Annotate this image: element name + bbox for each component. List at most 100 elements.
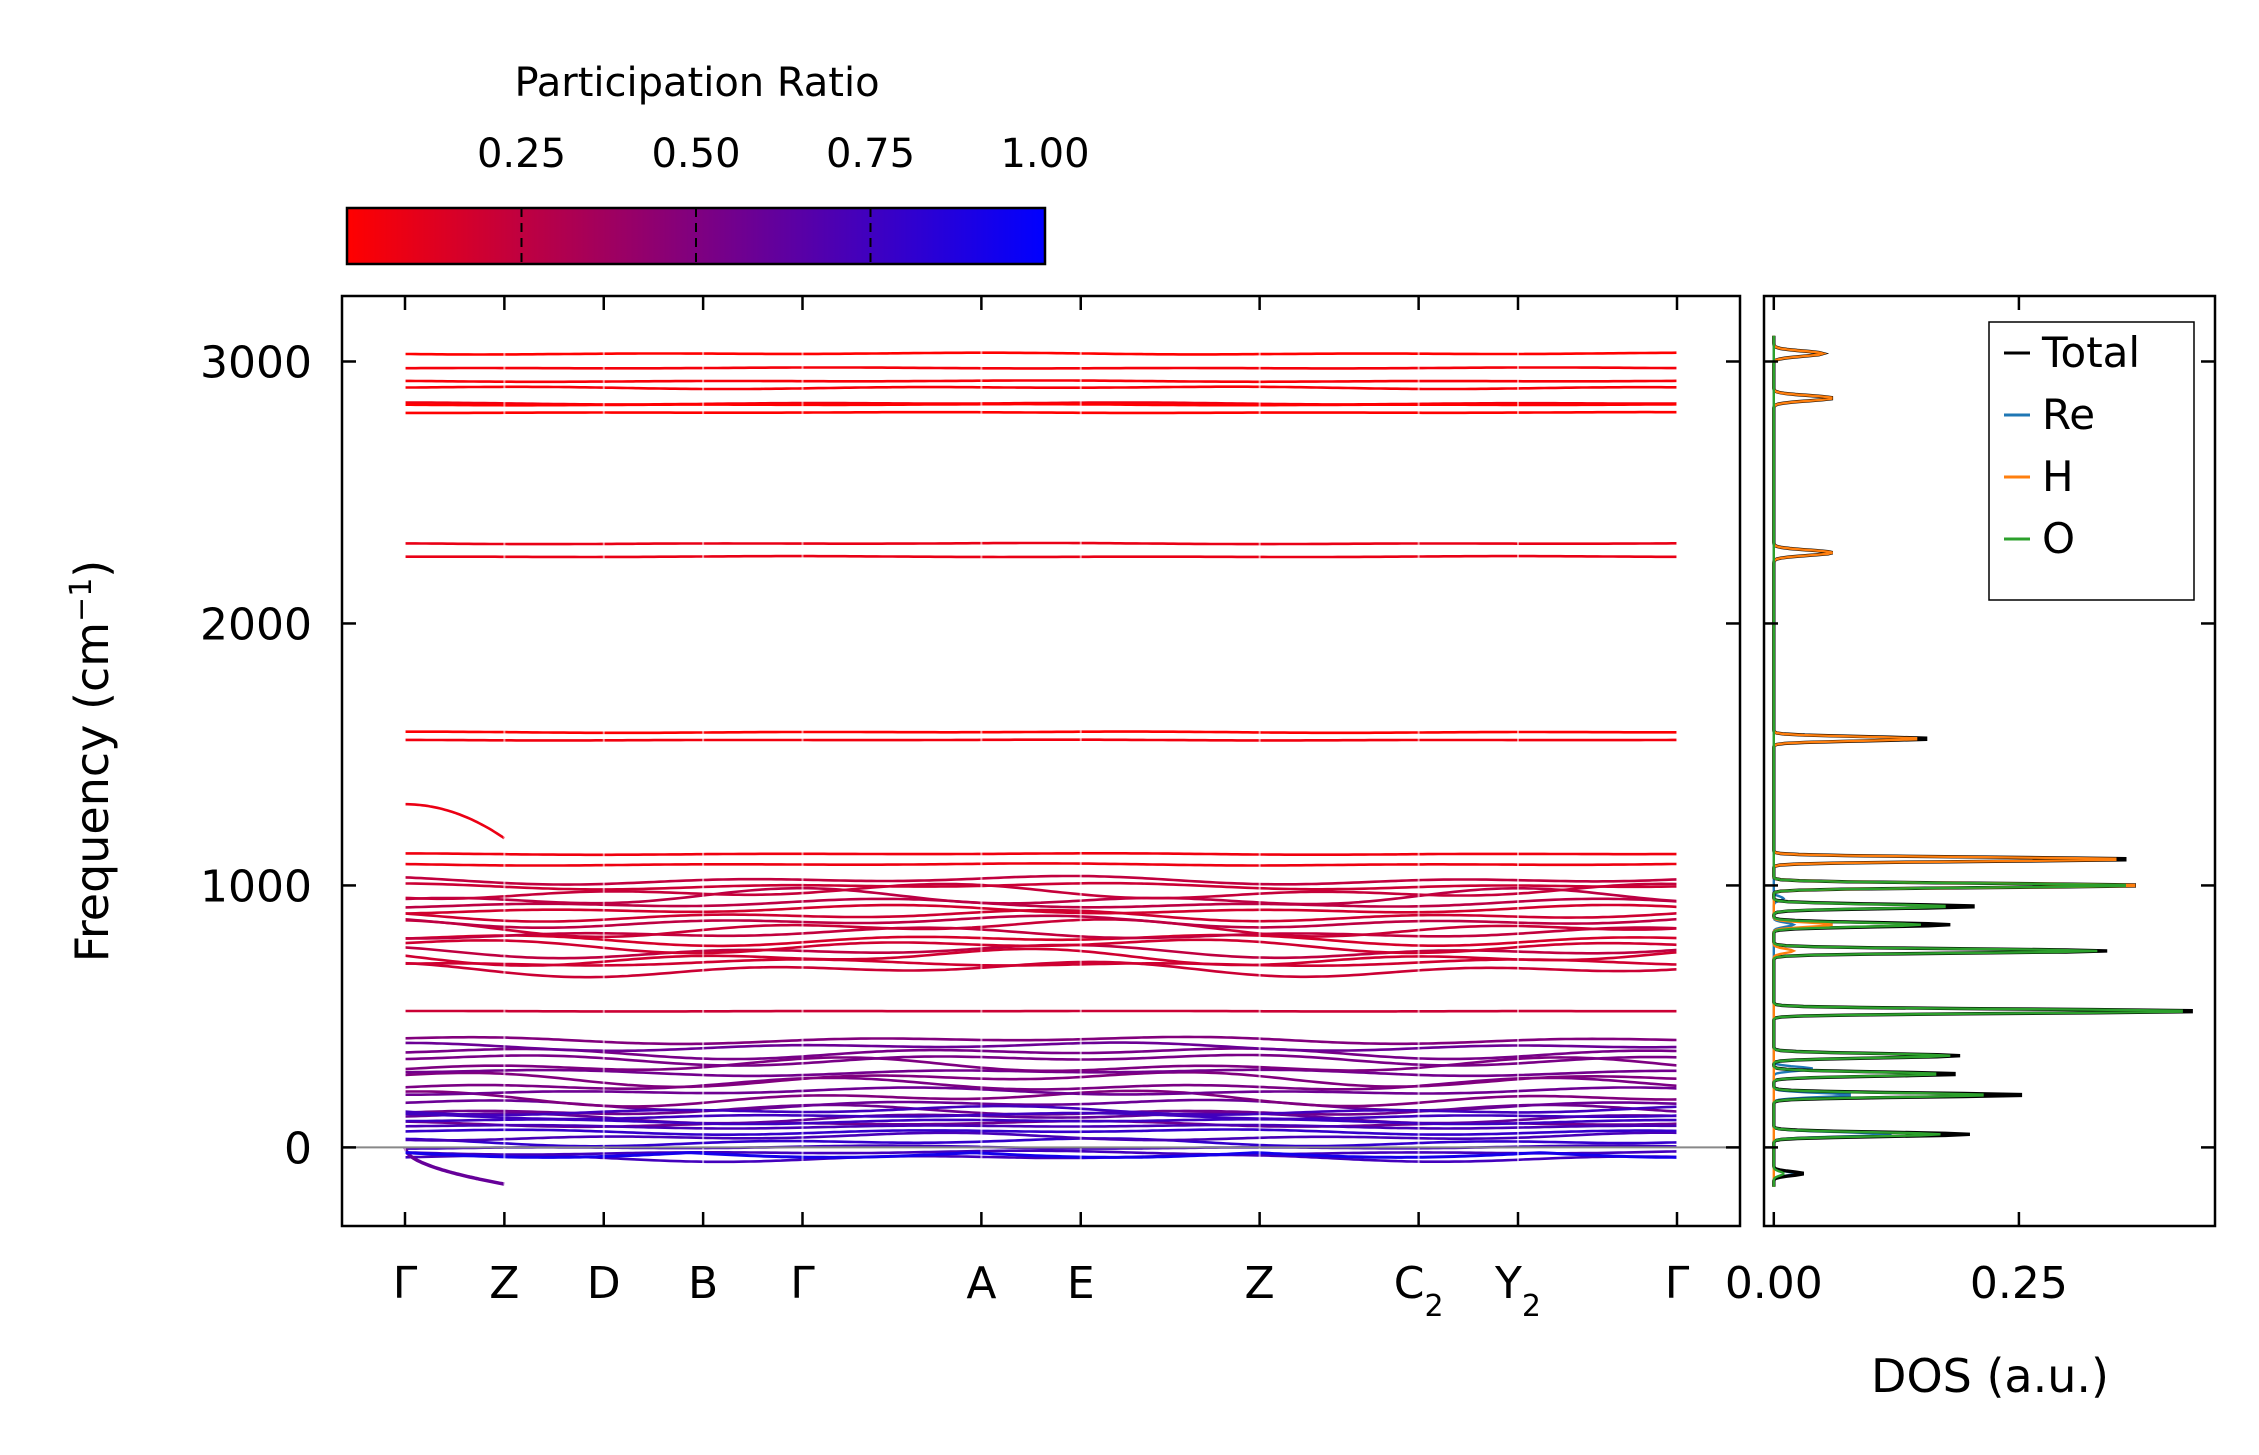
band-line xyxy=(404,886,1678,906)
band-line xyxy=(405,410,1677,415)
dos-curves xyxy=(1772,335,2193,1187)
colorbar-title: Participation Ratio xyxy=(514,60,879,106)
kpath-label-main: Y xyxy=(1494,1258,1522,1309)
band-line xyxy=(405,351,1678,356)
band-line xyxy=(405,554,1677,559)
band-line xyxy=(405,541,1677,546)
band-line xyxy=(404,1137,1678,1148)
kpath-label: B xyxy=(688,1258,718,1309)
band-line xyxy=(404,1149,1678,1156)
band-line xyxy=(404,1128,1678,1136)
frequency-axis-title: Frequency (cm−1) xyxy=(64,560,120,963)
kpath-label-main: Z xyxy=(1245,1258,1275,1309)
band-line xyxy=(404,874,1678,886)
kpath-label: Γ xyxy=(790,1258,815,1309)
kpath-label: Γ xyxy=(1665,1258,1690,1309)
band-line xyxy=(404,1053,1678,1067)
kpath-label-main: Γ xyxy=(393,1258,418,1309)
colorbar: Participation Ratio 0.25 0.50 0.75 1.00 xyxy=(345,60,1090,266)
kpath-label-sub: 2 xyxy=(1424,1289,1443,1324)
legend-label: Total xyxy=(2041,328,2140,377)
frequency-tick-label: 0 xyxy=(284,1123,312,1174)
kpath-label-main: D xyxy=(587,1258,621,1309)
band-line xyxy=(404,938,1678,955)
dos-axis-title: DOS (a.u.) xyxy=(1871,1349,2109,1403)
band-line xyxy=(404,960,1678,979)
band-line xyxy=(404,882,1678,901)
kpath-label: Z xyxy=(489,1258,519,1309)
dos-axes-frame xyxy=(1762,294,2217,1228)
band-line xyxy=(405,738,1677,742)
band-lines xyxy=(403,296,1678,1226)
frequency-tick-label: 3000 xyxy=(200,337,312,388)
dos-series-o xyxy=(1772,335,2183,1187)
acoustic-branch xyxy=(403,1146,505,1186)
band-line xyxy=(404,1131,1678,1142)
band-line xyxy=(404,947,1678,967)
band-line xyxy=(404,908,1678,923)
band-line xyxy=(404,933,1678,948)
kpath-label: A xyxy=(966,1258,996,1309)
colorbar-tick-label: 1.00 xyxy=(1000,131,1089,177)
kpath-label-main: A xyxy=(966,1258,996,1309)
colorbar-tick-label: 0.50 xyxy=(651,131,740,177)
legend: Total Re HO xyxy=(1988,321,2195,601)
band-line xyxy=(405,1041,1677,1053)
kpath-label: D xyxy=(587,1258,621,1309)
kpath-label-main: E xyxy=(1067,1258,1095,1309)
kpath-label: C2 xyxy=(1394,1258,1444,1324)
band-line xyxy=(405,881,1678,891)
band-line xyxy=(404,958,1678,968)
kpath-label-main: Γ xyxy=(790,1258,815,1309)
dos-tick-label: 0.00 xyxy=(1725,1258,1823,1309)
band-line xyxy=(404,1035,1678,1046)
band-axes-frame xyxy=(340,294,1742,1228)
band-line xyxy=(404,897,1678,909)
band-line xyxy=(404,1153,1678,1164)
kpath-label-main: Γ xyxy=(1665,1258,1690,1309)
band-line xyxy=(404,1151,1678,1159)
frequency-ticks: 0 1000 2000 3000 xyxy=(200,337,1740,1174)
band-line xyxy=(405,366,1677,370)
legend-box xyxy=(1988,321,2195,601)
band-line xyxy=(405,1086,1678,1096)
band-line xyxy=(405,802,506,840)
band-line xyxy=(405,402,1678,407)
band-line xyxy=(405,730,1677,735)
kpath-ticks: Γ Z D B Γ A E Z C2 Y2 Γ xyxy=(393,296,1690,1324)
band-line xyxy=(404,1123,1677,1130)
band-line xyxy=(404,1111,1678,1121)
kpath-label: Γ xyxy=(393,1258,418,1309)
dos-ticks: 0.00 0.25 xyxy=(1725,296,2068,1309)
dos-frequency-ticks xyxy=(1764,360,2215,1149)
frequency-tick-label: 1000 xyxy=(200,861,312,912)
colorbar-tick-label: 0.25 xyxy=(477,131,566,177)
legend-label: H xyxy=(2042,452,2074,501)
band-line xyxy=(404,862,1677,867)
frequency-axis-title-end: ) xyxy=(65,560,119,578)
band-line xyxy=(404,918,1678,939)
colorbar-ticks: 0.25 0.50 0.75 1.00 xyxy=(477,131,1090,264)
frequency-axis-title-sup: −1 xyxy=(64,578,99,622)
frequency-tick-label: 2000 xyxy=(200,599,312,650)
band-line xyxy=(405,379,1678,384)
kpath-label: Y2 xyxy=(1494,1258,1541,1324)
legend-items: Total Re HO xyxy=(2004,328,2140,563)
band-line xyxy=(405,903,1678,915)
kpath-label: E xyxy=(1067,1258,1095,1309)
dos-tick-label: 0.25 xyxy=(1970,1258,2068,1309)
band-line xyxy=(404,1118,1677,1126)
band-line xyxy=(404,914,1678,930)
band-line xyxy=(404,1104,1678,1117)
band-line xyxy=(405,385,1677,391)
legend-label: Re xyxy=(2042,390,2095,439)
kpath-label-main: C xyxy=(1394,1258,1425,1309)
band-line xyxy=(404,1071,1678,1089)
kpath-label-main: B xyxy=(688,1258,718,1309)
colorbar-tick-label: 0.75 xyxy=(826,131,915,177)
band-line xyxy=(405,851,1677,857)
band-line xyxy=(404,1056,1678,1073)
legend-label: O xyxy=(2042,514,2075,563)
